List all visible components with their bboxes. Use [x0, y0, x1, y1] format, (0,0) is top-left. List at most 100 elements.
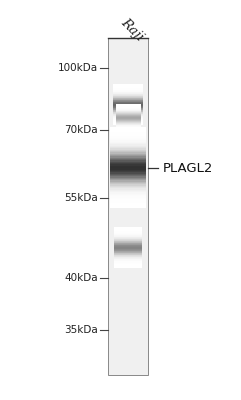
Bar: [113, 95, 143, 96]
Bar: [110, 152, 146, 154]
Bar: [113, 106, 143, 108]
Bar: [115, 121, 141, 122]
Bar: [113, 87, 143, 88]
Bar: [110, 206, 146, 208]
Bar: [113, 116, 143, 118]
Bar: [113, 122, 143, 123]
Bar: [110, 135, 146, 137]
Bar: [115, 107, 141, 108]
Bar: [110, 159, 146, 161]
Bar: [110, 146, 146, 148]
Bar: [113, 102, 143, 104]
Bar: [113, 88, 143, 89]
Bar: [108, 38, 148, 375]
Bar: [110, 178, 146, 180]
Bar: [114, 264, 142, 265]
Bar: [114, 238, 142, 239]
Bar: [113, 94, 143, 96]
Bar: [113, 97, 143, 98]
Bar: [114, 236, 142, 237]
Bar: [114, 228, 142, 229]
Bar: [110, 187, 146, 189]
Bar: [115, 128, 141, 129]
Bar: [115, 120, 141, 121]
Bar: [110, 202, 146, 204]
Bar: [110, 158, 146, 160]
Bar: [113, 108, 143, 109]
Bar: [115, 126, 141, 127]
Bar: [115, 130, 141, 132]
Bar: [110, 155, 146, 157]
Bar: [113, 102, 143, 103]
Bar: [115, 120, 141, 121]
Bar: [113, 110, 143, 111]
Bar: [110, 171, 146, 173]
Bar: [110, 147, 146, 149]
Bar: [110, 140, 146, 142]
Bar: [115, 112, 141, 113]
Bar: [115, 131, 141, 132]
Bar: [114, 240, 142, 241]
Bar: [115, 119, 141, 120]
Bar: [114, 239, 142, 240]
Bar: [115, 130, 141, 131]
Bar: [114, 250, 142, 251]
Bar: [110, 138, 146, 140]
Bar: [114, 233, 142, 234]
Bar: [115, 114, 141, 115]
Bar: [110, 160, 146, 162]
Bar: [115, 108, 141, 109]
Bar: [110, 148, 146, 150]
Bar: [113, 124, 143, 125]
Bar: [115, 123, 141, 124]
Bar: [114, 262, 142, 263]
Bar: [114, 252, 142, 253]
Bar: [110, 127, 146, 129]
Bar: [113, 122, 143, 124]
Bar: [110, 188, 146, 190]
Bar: [115, 117, 141, 118]
Bar: [113, 114, 143, 115]
Bar: [115, 116, 141, 118]
Bar: [115, 122, 141, 123]
Bar: [110, 136, 146, 138]
Bar: [114, 261, 142, 262]
Bar: [110, 132, 146, 134]
Bar: [114, 241, 142, 242]
Bar: [114, 251, 142, 252]
Bar: [114, 255, 142, 256]
Bar: [114, 235, 142, 236]
Bar: [113, 93, 143, 94]
Bar: [115, 124, 141, 126]
Bar: [114, 242, 142, 243]
Bar: [114, 234, 142, 235]
Bar: [110, 191, 146, 193]
Bar: [113, 114, 143, 116]
Bar: [110, 200, 146, 202]
Bar: [110, 186, 146, 188]
Text: Raji: Raji: [118, 16, 146, 44]
Bar: [110, 144, 146, 146]
Bar: [114, 230, 142, 231]
Bar: [110, 134, 146, 136]
Bar: [114, 256, 142, 257]
Bar: [115, 129, 141, 130]
Bar: [115, 115, 141, 116]
Bar: [114, 246, 142, 247]
Bar: [115, 129, 141, 130]
Bar: [110, 184, 146, 186]
Bar: [113, 117, 143, 118]
Bar: [113, 121, 143, 122]
Bar: [115, 104, 141, 106]
Bar: [113, 116, 143, 117]
Bar: [114, 257, 142, 258]
Bar: [113, 115, 143, 116]
Bar: [110, 167, 146, 169]
Bar: [115, 110, 141, 112]
Bar: [113, 98, 143, 100]
Bar: [113, 101, 143, 102]
Bar: [114, 231, 142, 232]
Bar: [115, 125, 141, 126]
Bar: [110, 204, 146, 206]
Bar: [113, 120, 143, 121]
